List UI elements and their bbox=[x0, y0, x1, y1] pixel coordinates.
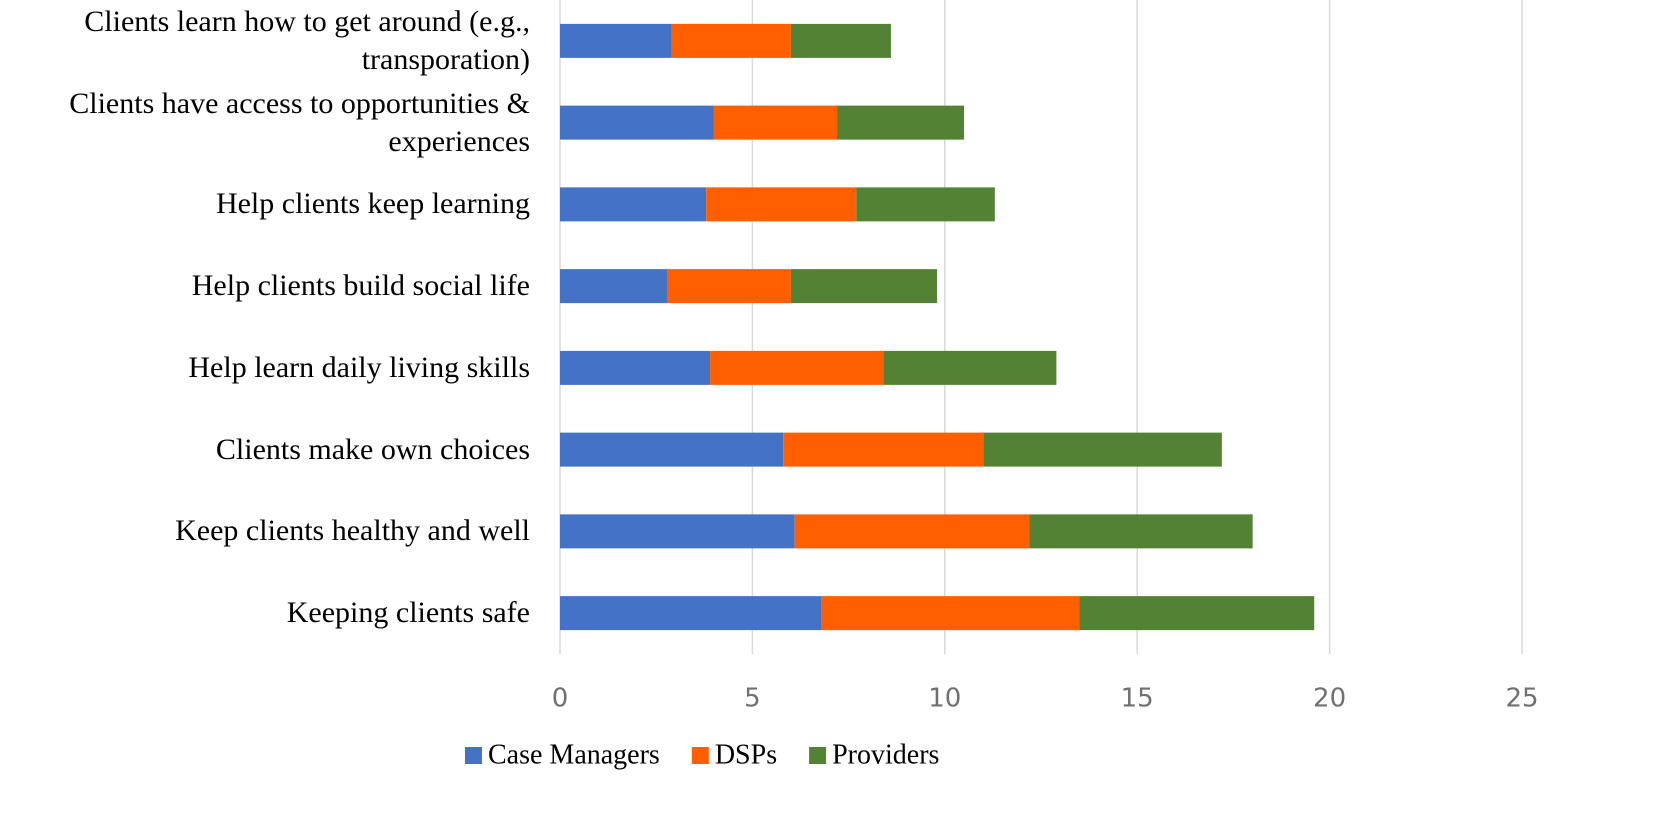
legend-label: DSPs bbox=[715, 739, 777, 770]
category-label: Clients learn how to get around (e.g., t… bbox=[84, 4, 530, 76]
bar-segment bbox=[983, 432, 1222, 467]
bar-segment bbox=[790, 23, 891, 58]
bar-segment bbox=[667, 269, 791, 304]
x-tick-label: 20 bbox=[1313, 684, 1346, 714]
bar-segment bbox=[783, 432, 984, 467]
x-tick-label: 10 bbox=[928, 684, 961, 714]
bar-segment bbox=[560, 514, 795, 549]
legend-label: Providers bbox=[832, 739, 939, 770]
legend-label: Case Managers bbox=[488, 739, 660, 770]
bar-segment bbox=[710, 350, 884, 385]
bar-segment bbox=[560, 105, 714, 140]
bar-segment bbox=[560, 432, 784, 467]
category-label: Help clients build social life bbox=[191, 269, 530, 303]
bar-segment bbox=[560, 23, 672, 58]
bar-segment bbox=[560, 350, 711, 385]
bar-segment bbox=[560, 187, 707, 222]
bar-segment bbox=[1029, 514, 1253, 549]
legend-swatch bbox=[691, 747, 709, 764]
bar-segment bbox=[856, 187, 995, 222]
x-tick-label: 5 bbox=[744, 684, 761, 714]
bar-segment bbox=[821, 596, 1080, 631]
bar-segment bbox=[706, 187, 857, 222]
bar-segment bbox=[837, 105, 965, 140]
bar-segment bbox=[560, 596, 822, 631]
category-label: Clients have access to opportunities & e… bbox=[69, 86, 530, 158]
bar-segment bbox=[560, 269, 668, 304]
x-tick-label: 15 bbox=[1121, 684, 1154, 714]
bar-segment bbox=[794, 514, 1030, 549]
bar-segment bbox=[1079, 596, 1315, 631]
category-label: Keep clients healthy and well bbox=[175, 514, 530, 548]
bar-segment bbox=[790, 269, 938, 304]
x-tick-label: 25 bbox=[1505, 684, 1538, 714]
category-label: Clients make own choices bbox=[215, 432, 530, 466]
legend-swatch bbox=[465, 747, 482, 764]
bar-segment bbox=[671, 23, 791, 58]
x-tick-label: 0 bbox=[552, 684, 569, 714]
bar-segment bbox=[713, 105, 838, 140]
category-label: Help learn daily living skills bbox=[188, 350, 530, 384]
legend-swatch bbox=[809, 747, 827, 764]
bar-segment bbox=[883, 350, 1057, 385]
category-label: Help clients keep learning bbox=[215, 187, 530, 221]
category-label: Keeping clients safe bbox=[286, 596, 530, 630]
